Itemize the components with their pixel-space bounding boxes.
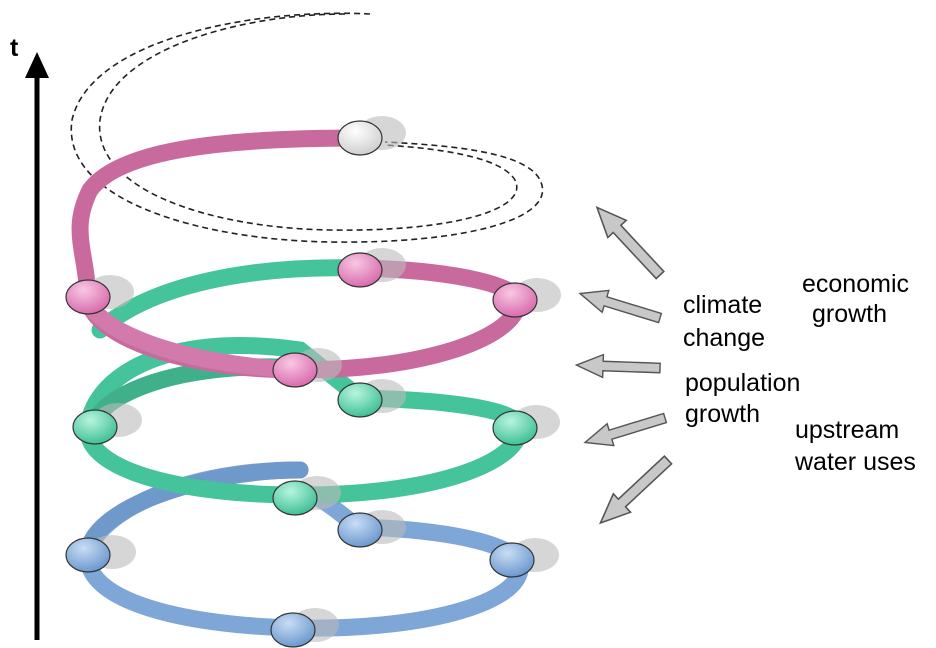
- axis-label: t: [10, 34, 19, 62]
- driver-labels: economic growth climate change populatio…: [683, 270, 916, 476]
- time-axis: t: [10, 34, 49, 640]
- label-line: growth: [685, 400, 760, 428]
- label-line: growth: [812, 300, 887, 328]
- label-line: economic: [802, 270, 909, 298]
- pink-ring: [71, 129, 527, 379]
- label-line: climate: [683, 291, 762, 319]
- label-line: population: [685, 369, 800, 397]
- label-line: upstream: [795, 416, 899, 444]
- future-spiral: [70, 12, 544, 243]
- label-line: change: [683, 324, 765, 352]
- label-line: water uses: [794, 448, 916, 476]
- nodes: [65, 116, 561, 648]
- driver-arrows: [574, 205, 673, 525]
